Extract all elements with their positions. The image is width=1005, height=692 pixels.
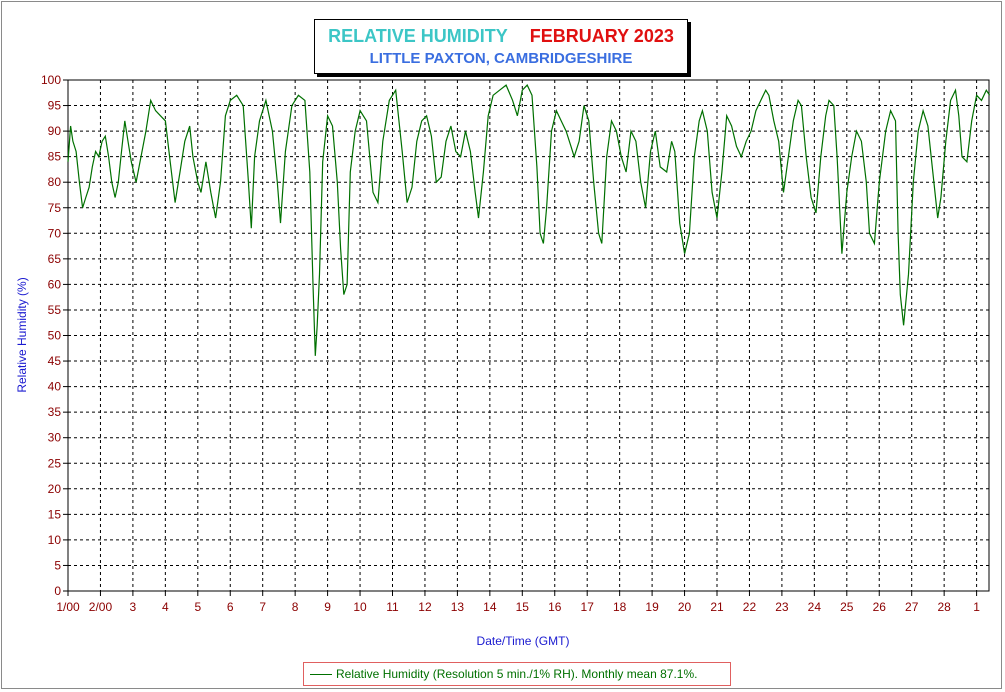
- humidity-series-line: [67, 84, 991, 356]
- x-tick-label: 7: [259, 600, 266, 614]
- grid-layer: [68, 80, 989, 591]
- y-tick-label: 10: [48, 533, 62, 547]
- y-tick-label: 45: [48, 354, 62, 368]
- chart-subtitle: LITTLE PAXTON, CAMBRIDGESHIRE: [369, 50, 633, 67]
- x-tick-label: 9: [324, 600, 331, 614]
- y-tick-label: 30: [48, 431, 62, 445]
- x-tick-label: 18: [613, 600, 627, 614]
- y-tick-label: 0: [54, 584, 61, 598]
- x-tick-label: 11: [386, 600, 399, 614]
- x-tick-label: 13: [451, 600, 465, 614]
- x-tick-label: 5: [194, 600, 201, 614]
- y-tick-label: 95: [48, 99, 62, 113]
- chart-title: RELATIVE HUMIDITY: [328, 26, 508, 46]
- x-tick-label: 1: [973, 600, 980, 614]
- x-tick-label: 22: [743, 600, 757, 614]
- chart-title-period: FEBRUARY 2023: [529, 26, 674, 46]
- y-tick-label: 15: [48, 507, 62, 521]
- chart-legend: Relative Humidity (Resolution 5 min./1% …: [303, 662, 731, 686]
- y-tick-label: 35: [48, 405, 62, 419]
- chart-title-box: RELATIVE HUMIDITY FEBRUARY 2023 LITTLE PA…: [314, 19, 688, 74]
- y-tick-label: 65: [48, 252, 62, 266]
- x-tick-label: 12: [418, 600, 432, 614]
- x-tick-label: 23: [775, 600, 789, 614]
- x-tick-label: 21: [710, 600, 724, 614]
- x-tick-label: 6: [227, 600, 234, 614]
- y-tick-label: 70: [48, 226, 62, 240]
- y-tick-label: 50: [48, 329, 62, 343]
- y-tick-label: 55: [48, 303, 62, 317]
- x-tick-label: 28: [937, 600, 951, 614]
- x-tick-label: 16: [548, 600, 562, 614]
- y-tick-label: 100: [41, 73, 61, 87]
- x-tick-label: 24: [808, 600, 822, 614]
- x-tick-label: 3: [130, 600, 137, 614]
- y-tick-label: 5: [54, 558, 61, 572]
- y-tick-label: 20: [48, 482, 62, 496]
- y-axis-title: Relative Humidity (%): [15, 277, 29, 392]
- x-tick-label: 17: [581, 600, 595, 614]
- x-tick-label: 10: [353, 600, 367, 614]
- x-tick-label: 27: [905, 600, 919, 614]
- y-tick-label: 25: [48, 456, 62, 470]
- tick-layer: 0510152025303540455055606570758085909510…: [41, 73, 980, 614]
- x-tick-label: 19: [645, 600, 659, 614]
- y-tick-label: 80: [48, 175, 62, 189]
- y-tick-label: 75: [48, 201, 62, 215]
- x-tick-label: 2/00: [89, 600, 113, 614]
- x-tick-label: 20: [678, 600, 692, 614]
- legend-series-label: Relative Humidity (Resolution 5 min./1% …: [336, 667, 698, 681]
- x-tick-label: 15: [516, 600, 530, 614]
- y-tick-label: 90: [48, 124, 62, 138]
- y-tick-label: 60: [48, 277, 62, 291]
- x-tick-label: 25: [840, 600, 854, 614]
- legend-swatch: [310, 674, 332, 675]
- x-tick-label: 14: [483, 600, 497, 614]
- x-tick-label: 8: [292, 600, 299, 614]
- x-axis-title: Date/Time (GMT): [477, 634, 570, 648]
- y-tick-label: 85: [48, 150, 62, 164]
- x-tick-label: 1/00: [56, 600, 80, 614]
- x-tick-label: 26: [873, 600, 887, 614]
- y-tick-label: 40: [48, 380, 62, 394]
- x-tick-label: 4: [162, 600, 169, 614]
